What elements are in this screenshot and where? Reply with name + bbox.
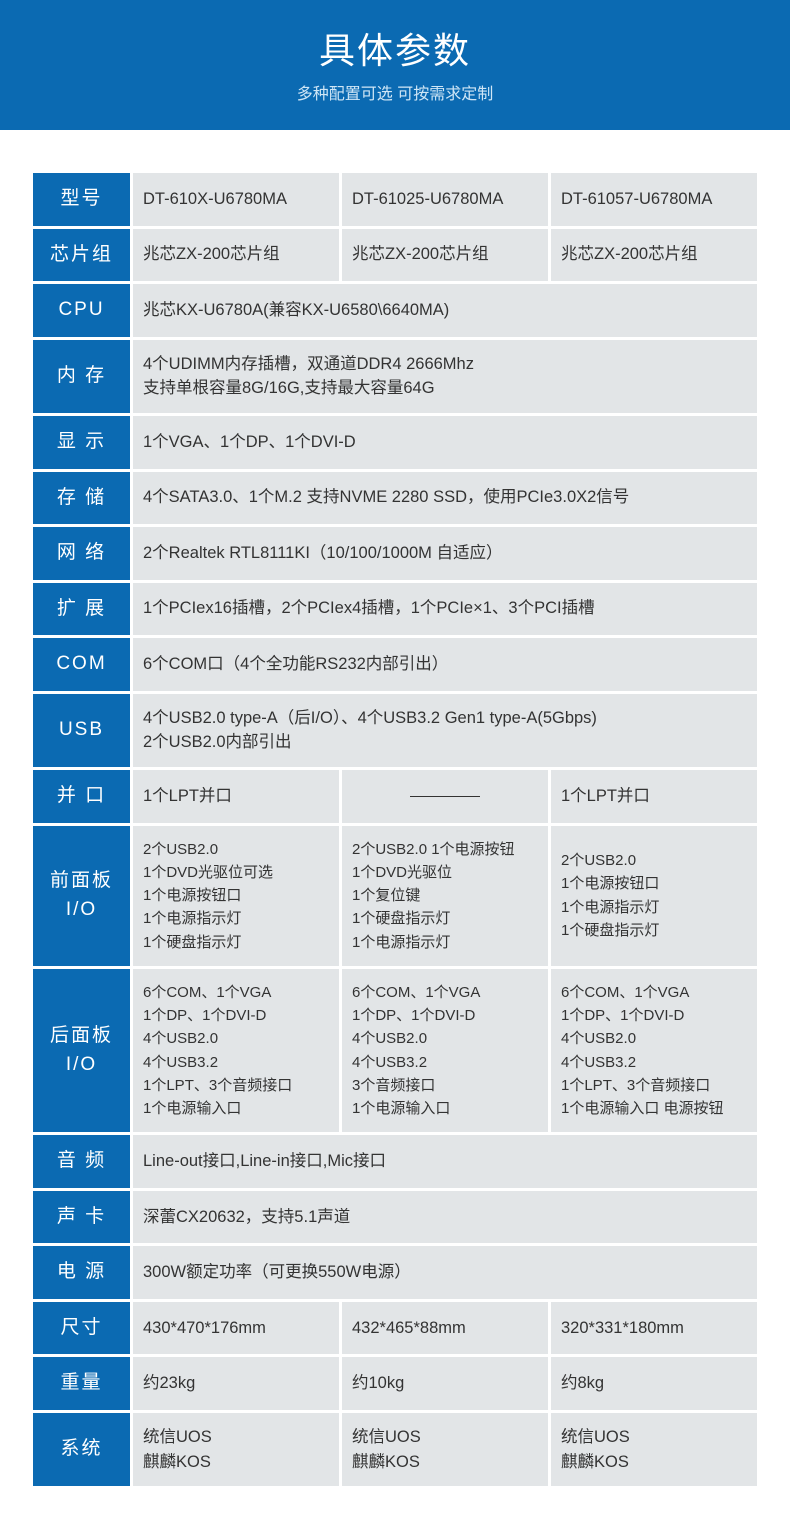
row-value: DT-61057-U6780MA [550,172,759,228]
row-value: 约8kg [550,1356,759,1412]
row-value: 4个UDIMM内存插槽，双通道DDR4 2666Mhz支持单根容量8G/16G,… [132,338,759,415]
row-value: 6个COM、1个VGA1个DP、1个DVI-D4个USB2.04个USB3.21… [550,967,759,1134]
row-value: 统信UOS麒麟KOS [550,1411,759,1488]
table-row: COM6个COM口（4个全功能RS232内部引出） [32,637,759,693]
table-row: 扩 展1个PCIex16插槽，2个PCIex4插槽，1个PCIe×1、3个PCI… [32,581,759,637]
row-value: 1个VGA、1个DP、1个DVI-D [132,415,759,471]
row-value: 2个USB2.01个DVD光驱位可选1个电源按钮口1个电源指示灯1个硬盘指示灯 [132,824,341,967]
row-label: 扩 展 [32,581,132,637]
page-title: 具体参数 [0,22,790,74]
row-label: 显 示 [32,415,132,471]
row-label: 内 存 [32,338,132,415]
table-row: 后面板I/O6个COM、1个VGA1个DP、1个DVI-D4个USB2.04个U… [32,967,759,1134]
spec-table-container: 型号DT-610X-U6780MADT-61025-U6780MADT-6105… [0,130,790,1519]
row-value: 1个PCIex16插槽，2个PCIex4插槽，1个PCIe×1、3个PCI插槽 [132,581,759,637]
header-banner: 具体参数 多种配置可选 可按需求定制 [0,0,790,130]
row-value: DT-610X-U6780MA [132,172,341,228]
row-value: 兆芯KX-U6780A(兼容KX-U6580\6640MA) [132,283,759,339]
row-label: 网 络 [32,526,132,582]
table-row: 显 示1个VGA、1个DP、1个DVI-D [32,415,759,471]
row-value [341,769,550,825]
row-value: Line-out接口,Line-in接口,Mic接口 [132,1134,759,1190]
row-label: 前面板I/O [32,824,132,967]
row-value: DT-61025-U6780MA [341,172,550,228]
row-value: 约10kg [341,1356,550,1412]
spec-table: 型号DT-610X-U6780MADT-61025-U6780MADT-6105… [30,170,760,1489]
table-row: 电 源300W额定功率（可更换550W电源） [32,1245,759,1301]
row-value: 432*465*88mm [341,1300,550,1356]
row-label: 型号 [32,172,132,228]
row-label: CPU [32,283,132,339]
table-row: 前面板I/O2个USB2.01个DVD光驱位可选1个电源按钮口1个电源指示灯1个… [32,824,759,967]
row-label: 并 口 [32,769,132,825]
table-row: 系统统信UOS麒麟KOS统信UOS麒麟KOS统信UOS麒麟KOS [32,1411,759,1488]
table-row: USB4个USB2.0 type-A（后I/O）、4个USB3.2 Gen1 t… [32,692,759,769]
row-value: 统信UOS麒麟KOS [132,1411,341,1488]
row-value: 约23kg [132,1356,341,1412]
table-row: 型号DT-610X-U6780MADT-61025-U6780MADT-6105… [32,172,759,228]
row-value: 4个USB2.0 type-A（后I/O）、4个USB3.2 Gen1 type… [132,692,759,769]
row-value: 2个Realtek RTL8111KI（10/100/1000M 自适应） [132,526,759,582]
row-label: 声 卡 [32,1189,132,1245]
table-row: 存 储4个SATA3.0、1个M.2 支持NVME 2280 SSD，使用PCI… [32,470,759,526]
empty-dash [410,796,480,797]
row-value: 300W额定功率（可更换550W电源） [132,1245,759,1301]
row-label: 系统 [32,1411,132,1488]
row-label: USB [32,692,132,769]
row-label: COM [32,637,132,693]
row-label: 电 源 [32,1245,132,1301]
page-subtitle: 多种配置可选 可按需求定制 [0,80,790,104]
row-label: 存 储 [32,470,132,526]
row-value: 深蕾CX20632，支持5.1声道 [132,1189,759,1245]
row-value: 430*470*176mm [132,1300,341,1356]
row-value: 兆芯ZX-200芯片组 [550,227,759,283]
row-value: 1个LPT并口 [550,769,759,825]
table-row: 音 频 Line-out接口,Line-in接口,Mic接口 [32,1134,759,1190]
row-label: 芯片组 [32,227,132,283]
row-value: 6个COM口（4个全功能RS232内部引出） [132,637,759,693]
table-row: 网 络2个Realtek RTL8111KI（10/100/1000M 自适应） [32,526,759,582]
row-value: 1个LPT并口 [132,769,341,825]
table-row: 内 存4个UDIMM内存插槽，双通道DDR4 2666Mhz支持单根容量8G/1… [32,338,759,415]
row-value: 统信UOS麒麟KOS [341,1411,550,1488]
table-row: 芯片组兆芯ZX-200芯片组兆芯ZX-200芯片组兆芯ZX-200芯片组 [32,227,759,283]
table-row: 尺寸430*470*176mm432*465*88mm320*331*180mm [32,1300,759,1356]
row-label: 尺寸 [32,1300,132,1356]
row-value: 6个COM、1个VGA1个DP、1个DVI-D4个USB2.04个USB3.21… [132,967,341,1134]
row-value: 320*331*180mm [550,1300,759,1356]
row-value: 兆芯ZX-200芯片组 [132,227,341,283]
row-value: 6个COM、1个VGA1个DP、1个DVI-D4个USB2.04个USB3.23… [341,967,550,1134]
table-row: 并 口1个LPT并口1个LPT并口 [32,769,759,825]
row-label: 重量 [32,1356,132,1412]
table-row: CPU兆芯KX-U6780A(兼容KX-U6580\6640MA) [32,283,759,339]
table-row: 重量约23kg约10kg约8kg [32,1356,759,1412]
row-label: 后面板I/O [32,967,132,1134]
row-value: 2个USB2.0 1个电源按钮1个DVD光驱位1个复位键1个硬盘指示灯1个电源指… [341,824,550,967]
row-value: 2个USB2.01个电源按钮口1个电源指示灯1个硬盘指示灯 [550,824,759,967]
row-label: 音 频 [32,1134,132,1190]
table-row: 声 卡深蕾CX20632，支持5.1声道 [32,1189,759,1245]
row-value: 兆芯ZX-200芯片组 [341,227,550,283]
row-value: 4个SATA3.0、1个M.2 支持NVME 2280 SSD，使用PCIe3.… [132,470,759,526]
